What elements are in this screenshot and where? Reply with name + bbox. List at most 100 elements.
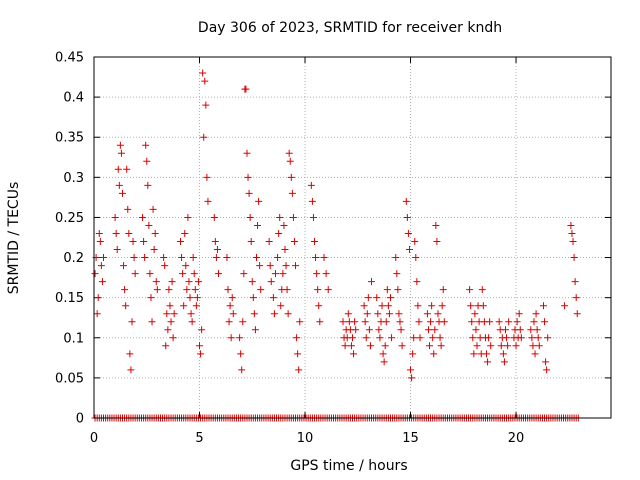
data-point (147, 294, 155, 302)
data-point (150, 246, 158, 254)
data-point (292, 262, 300, 270)
data-point (485, 334, 493, 342)
data-point (190, 270, 198, 278)
data-point (151, 229, 159, 237)
data-point (468, 318, 476, 326)
data-point (223, 254, 231, 262)
data-point (160, 254, 168, 262)
data-point (344, 310, 352, 318)
data-point (378, 302, 386, 310)
data-point (187, 310, 195, 318)
data-point (324, 286, 332, 294)
data-point (237, 350, 245, 358)
data-point (240, 270, 248, 278)
y-tick-label: 0.45 (55, 51, 84, 66)
y-tick-label: 0.25 (55, 211, 84, 226)
data-point (198, 326, 206, 334)
data-point (285, 149, 293, 157)
data-point (364, 294, 372, 302)
data-point (570, 254, 578, 262)
data-point (416, 334, 424, 342)
tick-labels: 0 0.05 0.1 0.15 0.2 0.25 0.3 0.35 0.4 0.45 0 5 10 15 2… (55, 51, 611, 446)
data-point (99, 254, 107, 262)
data-point (293, 334, 301, 342)
data-point (467, 302, 475, 310)
data-point (367, 278, 375, 286)
data-point (500, 358, 508, 366)
data-point (170, 310, 178, 318)
data-point (503, 334, 511, 342)
y-tick-label: 0.2 (63, 251, 84, 266)
data-point (226, 302, 234, 310)
data-point (531, 350, 539, 358)
data-point (96, 238, 104, 246)
data-point (178, 254, 186, 262)
data-point (320, 254, 328, 262)
data-point (161, 262, 169, 270)
x-tick-label: 10 (297, 431, 314, 446)
data-point (188, 318, 196, 326)
x-tick-label: 20 (508, 431, 525, 446)
data-point (243, 149, 251, 157)
data-point (541, 318, 549, 326)
data-point (385, 310, 393, 318)
data-point (274, 254, 282, 262)
data-point (162, 342, 170, 350)
data-point (200, 133, 208, 141)
data-point (308, 197, 316, 205)
data-point (203, 173, 211, 181)
data-point (347, 342, 355, 350)
data-point (484, 358, 492, 366)
data-point (487, 342, 495, 350)
data-point (277, 302, 285, 310)
data-point (183, 286, 191, 294)
data-point (395, 310, 403, 318)
data-point (381, 342, 389, 350)
data-point (349, 334, 356, 342)
data-point (397, 326, 405, 334)
data-point (121, 286, 129, 294)
data-point (423, 310, 431, 318)
data-point (149, 205, 157, 213)
data-point (180, 302, 188, 310)
data-point (116, 141, 124, 149)
data-point (426, 342, 434, 350)
data-point (124, 205, 132, 213)
data-point (414, 302, 422, 310)
data-point (393, 270, 401, 278)
y-tick-label: 0.05 (55, 371, 84, 386)
data-point (211, 238, 219, 246)
data-point (148, 318, 156, 326)
data-point (146, 270, 154, 278)
data-point (384, 302, 392, 310)
data-point (530, 318, 538, 326)
data-point (248, 278, 256, 286)
data-point (543, 366, 551, 374)
data-point (315, 302, 323, 310)
data-point (114, 165, 122, 173)
data-point (202, 101, 210, 109)
data-point (192, 302, 200, 310)
data-point (440, 318, 448, 326)
data-point (256, 262, 264, 270)
data-point (251, 326, 259, 334)
data-point (185, 278, 193, 286)
data-point (472, 326, 480, 334)
data-point (314, 286, 322, 294)
data-point (380, 358, 388, 366)
x-tick-label: 0 (90, 431, 98, 446)
data-point (120, 262, 128, 270)
data-point (247, 238, 255, 246)
data-point (142, 141, 150, 149)
data-point (182, 262, 190, 270)
data-points (91, 69, 582, 422)
data-point (403, 213, 411, 221)
data-point (145, 221, 153, 229)
data-point (424, 326, 432, 334)
data-point (479, 302, 487, 310)
data-point (286, 157, 294, 165)
data-point (365, 326, 373, 334)
data-point (309, 213, 317, 221)
data-point (295, 366, 303, 374)
data-point (394, 286, 402, 294)
